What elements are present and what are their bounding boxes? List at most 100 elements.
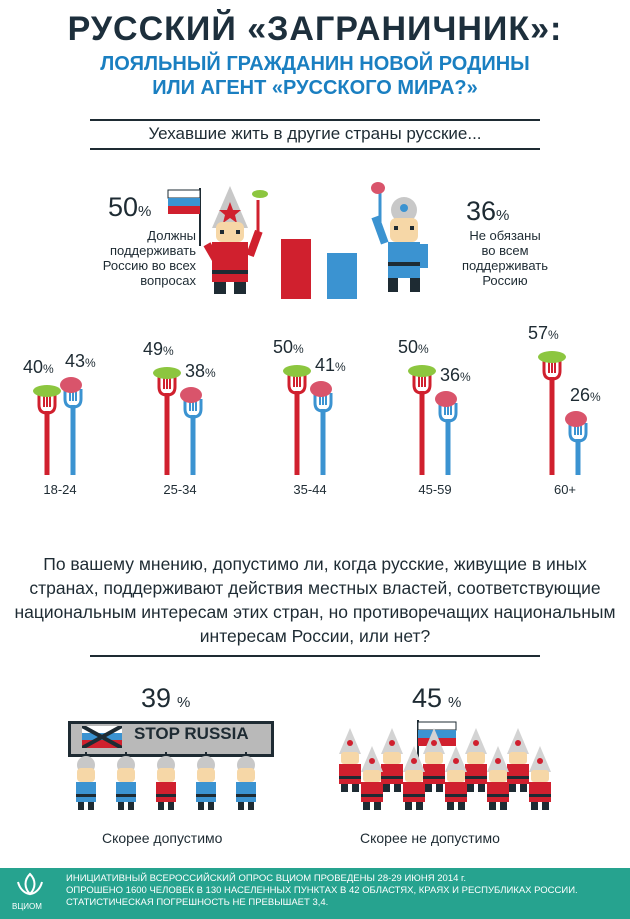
age-group-label: 25-34 (163, 482, 197, 497)
red-fork-bar (542, 361, 562, 475)
banner-text: STOP RUSSIA (134, 724, 249, 743)
subtitle-line-1: ЛОЯЛЬНЫЙ ГРАЖДАНИН НОВОЙ РОДИНЫ (100, 53, 530, 75)
red-percent-label-value: 57 (528, 323, 549, 343)
red-fork-bar (157, 377, 177, 475)
right-description: Не обязаны во всем поддерживать Россию (440, 228, 570, 288)
patriot-figure-icon (167, 186, 268, 294)
blue-percent-label-value: 43 (65, 351, 86, 371)
blue-percent-label-unit: % (460, 370, 471, 384)
section1-heading: Уехавшие жить в другие страны русские... (148, 124, 482, 143)
red-fork-bar (37, 395, 57, 475)
crowd-illustration (76, 720, 551, 810)
red-percent-label-unit: % (43, 362, 54, 376)
protester-figure-icon (156, 752, 176, 810)
left-percent: 50% (108, 192, 151, 223)
cucumber-icon (408, 365, 436, 377)
patriot-figure-icon (361, 746, 383, 810)
subtitle-line-2: ИЛИ АГЕНТ «РУССКОГО МИРА?» (152, 77, 478, 99)
vciom-logo-text: ВЦИОМ (12, 902, 42, 911)
sausage-icon (565, 411, 587, 427)
blue-percent-label-unit: % (85, 356, 96, 370)
patriot-figure-icon (529, 746, 551, 810)
red-percent-label-value: 50 (398, 337, 419, 357)
left-description: Должны поддерживать Россию во всех вопро… (76, 228, 196, 288)
patriot-figure-icon (487, 746, 509, 810)
section2-rule (90, 655, 540, 657)
right-percent-unit: % (496, 207, 510, 224)
left-desc-line: Должны (147, 228, 196, 243)
red-percent-label-unit: % (163, 344, 174, 358)
bar-not-obliged (327, 253, 357, 299)
blue-fork-bar (183, 399, 203, 475)
right-desc-line: Россию (482, 273, 528, 288)
right2-percent-unit: % (448, 694, 462, 711)
page-subtitle: ЛОЯЛЬНЫЙ ГРАЖДАНИН НОВОЙ РОДИНЫ ИЛИ АГЕН… (0, 52, 630, 100)
patriot-figure-icon (445, 746, 467, 810)
right2-label: Скорее не допустимо (360, 830, 500, 846)
right2-percent: 45% (412, 683, 461, 714)
patriot-figure-icon (339, 728, 361, 792)
red-percent-label-value: 49 (143, 339, 164, 359)
blue-percent-label: 38% (185, 361, 216, 382)
blue-percent-label: 36% (440, 365, 471, 386)
cucumber-icon (538, 351, 566, 363)
right-desc-line: поддерживать (461, 258, 548, 273)
sausage-icon (310, 381, 332, 397)
vciom-logo-icon (17, 872, 43, 896)
right-percent-value: 36 (466, 196, 497, 226)
blue-percent-label-value: 38 (185, 361, 206, 381)
page-title: РУССКИЙ «ЗАГРАНИЧНИК»: (67, 10, 563, 48)
left-desc-line: поддерживать (109, 243, 196, 258)
blue-percent-label-unit: % (205, 366, 216, 380)
red-percent-label-value: 50 (273, 337, 294, 357)
blue-fork-bar (313, 393, 333, 475)
footer-line-1: ИНИЦИАТИВНЫЙ ВСЕРОССИЙСКИЙ ОПРОС ВЦИОМ П… (66, 873, 466, 884)
blue-percent-label: 41% (315, 355, 346, 376)
blue-percent-label-unit: % (590, 390, 601, 404)
left2-percent: 39% (141, 683, 190, 714)
blue-fork-bar (438, 403, 458, 475)
footer (0, 868, 630, 919)
left-desc-line: Россию во всех (102, 258, 196, 273)
left2-percent-unit: % (177, 694, 191, 711)
red-percent-label-unit: % (418, 342, 429, 356)
protester-figure-icon (76, 752, 96, 810)
protester-figure-icon (116, 752, 136, 810)
crossed-flag-icon (82, 726, 122, 748)
right-desc-line: Не обязаны (469, 228, 541, 243)
cucumber-icon (283, 365, 311, 377)
red-percent-label: 50% (398, 337, 429, 358)
red-percent-label: 50% (273, 337, 304, 358)
right-desc-line: во всем (481, 243, 529, 258)
age-group-label: 60+ (553, 482, 577, 497)
red-percent-label-unit: % (293, 342, 304, 356)
footer-line-3: СТАТИСТИЧЕСКАЯ ПОГРЕШНОСТЬ НЕ ПРЕВЫШАЕТ … (66, 897, 329, 908)
left-percent-unit: % (138, 203, 152, 220)
left-desc-line: вопросах (140, 273, 196, 288)
red-fork-bar (287, 375, 307, 475)
blue-percent-label: 26% (570, 385, 601, 406)
blue-percent-label-value: 26 (570, 385, 591, 405)
blue-percent-label-value: 36 (440, 365, 461, 385)
age-group-label: 18-24 (43, 482, 77, 497)
age-group-label: 35-44 (293, 482, 327, 497)
patriot-figure-icon (403, 746, 425, 810)
patriot-figure-icon (507, 728, 529, 792)
red-percent-label-value: 40 (23, 357, 44, 377)
blue-percent-label-value: 41 (315, 355, 336, 375)
left2-label: Скорее допустимо (102, 830, 223, 846)
bar-must-support (281, 239, 311, 299)
right2-percent-value: 45 (412, 683, 443, 713)
sausage-icon (435, 391, 457, 407)
blue-percent-label-unit: % (335, 360, 346, 374)
red-percent-label: 40% (23, 357, 54, 378)
sausage-icon (60, 377, 82, 393)
question-text: По вашему мнению, допустимо ли, когда ру… (14, 554, 616, 646)
left2-percent-value: 39 (141, 683, 172, 713)
sausage-icon (180, 387, 202, 403)
patriot-figure-icon (381, 728, 403, 792)
patriot-figure-icon (465, 728, 487, 792)
section1-illustration (167, 182, 428, 299)
right-percent: 36% (466, 196, 509, 227)
section1-top-rule (90, 119, 540, 121)
